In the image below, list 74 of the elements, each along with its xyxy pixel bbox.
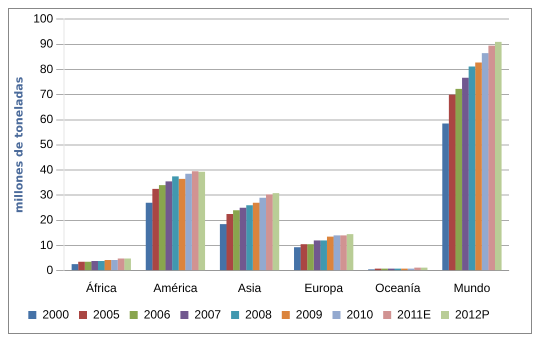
- y-tick-label: 70: [40, 86, 54, 101]
- y-tick-label: 90: [40, 36, 54, 51]
- y-tick-label: 80: [40, 62, 54, 76]
- x-tick-label: Europa: [304, 281, 344, 296]
- legend-label: 2006: [144, 307, 171, 322]
- bar: [488, 46, 495, 270]
- legend-label: 2005: [93, 307, 120, 322]
- bar: [104, 260, 112, 270]
- bar: [414, 268, 421, 270]
- x-tick-label: Oceanía: [375, 281, 421, 296]
- x-tick-label: África: [86, 281, 117, 296]
- bar: [475, 62, 482, 270]
- bar: [98, 261, 105, 270]
- bar: [462, 78, 469, 270]
- y-tick-label: 50: [40, 137, 54, 152]
- bar: [455, 88, 462, 270]
- bar: [495, 42, 502, 270]
- y-axis-title: millones de toneladas: [12, 76, 26, 214]
- bar: [448, 94, 456, 270]
- bar: [118, 258, 124, 270]
- bar: [482, 53, 488, 270]
- bar: [198, 172, 206, 270]
- y-tick-label: 0: [46, 262, 54, 277]
- bar: [468, 66, 476, 270]
- bar: [346, 234, 354, 270]
- y-tick-label: 20: [40, 212, 54, 227]
- bar: [259, 198, 266, 270]
- y-tick-label: 100: [33, 12, 54, 26]
- bar: [166, 181, 172, 270]
- bar: [72, 264, 78, 270]
- y-tick-label: 30: [40, 187, 54, 202]
- legend-label: 2010: [346, 307, 374, 322]
- bar: [192, 171, 198, 270]
- bar: [124, 258, 131, 270]
- legend-label: 2007: [194, 307, 222, 322]
- legend-label: 2011E: [397, 307, 431, 322]
- bar: [220, 224, 226, 270]
- bar: [442, 124, 449, 270]
- x-tick-label: América: [153, 281, 198, 296]
- bar: [334, 235, 340, 270]
- legend-label: 2008: [245, 307, 272, 322]
- bar: [158, 185, 166, 270]
- x-tick-label: Mundo: [454, 281, 491, 296]
- bar: [91, 261, 98, 270]
- bar: [146, 202, 152, 270]
- x-tick-label: Asia: [238, 281, 262, 296]
- bar: [185, 174, 192, 270]
- bar: [420, 268, 428, 270]
- y-tick-label: 10: [40, 238, 54, 252]
- bar: [172, 176, 179, 270]
- bar: [246, 205, 253, 270]
- bar: [233, 210, 240, 270]
- legend-label: 2012P: [454, 307, 490, 322]
- bar: [252, 202, 260, 270]
- bar: [152, 188, 159, 270]
- bar: [307, 244, 314, 270]
- bar: [294, 247, 301, 270]
- bar: [320, 240, 327, 270]
- bar: [340, 235, 347, 270]
- bar: [226, 214, 234, 270]
- bar: [178, 178, 186, 270]
- bar: [314, 240, 320, 270]
- y-tick-label: 40: [40, 162, 54, 176]
- bar: [326, 236, 334, 270]
- bar: [272, 193, 280, 270]
- bar: [266, 194, 273, 270]
- legend-label: 2009: [296, 307, 323, 322]
- bar: [84, 262, 92, 270]
- y-tick-label: 60: [40, 112, 54, 126]
- legend-label: 2000: [42, 307, 70, 322]
- bar: [111, 260, 118, 270]
- bar: [300, 244, 308, 270]
- bar: [240, 208, 246, 270]
- bar: [78, 262, 85, 270]
